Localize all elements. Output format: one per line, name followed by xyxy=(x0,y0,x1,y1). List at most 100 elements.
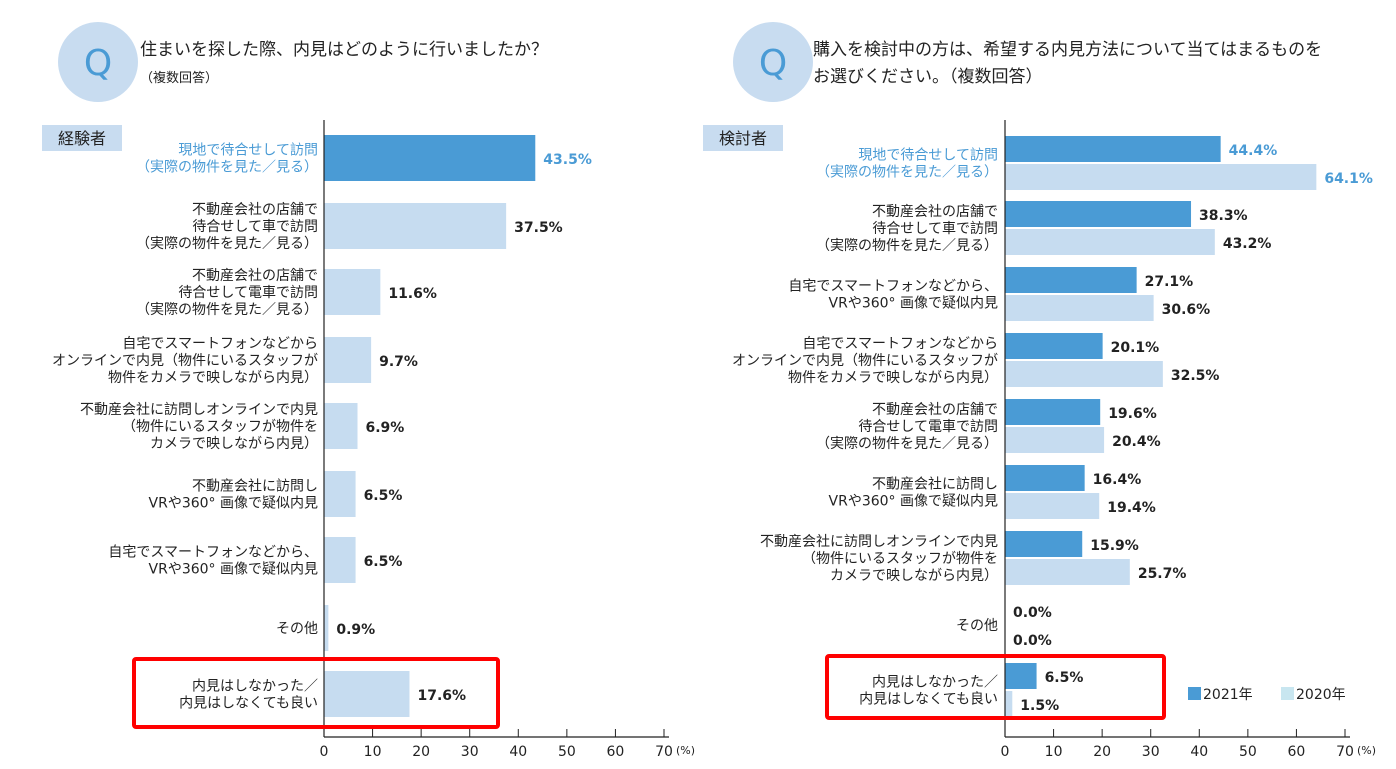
bar-2021 xyxy=(1005,465,1085,491)
legend-label: 2020年 xyxy=(1296,687,1346,703)
category-label: 不動産会社の店舗で xyxy=(192,268,318,284)
value-label: 19.4% xyxy=(1107,500,1156,516)
category-label: 現地で待合せして訪問 xyxy=(178,143,318,159)
category-label: オンラインで内見（物件にいるスタッフが xyxy=(52,353,318,369)
q-mark: Q xyxy=(759,43,787,84)
x-tick-label: 30 xyxy=(1142,744,1160,760)
bar xyxy=(324,135,536,181)
category-label: オンラインで内見（物件にいるスタッフが xyxy=(732,353,998,369)
value-label: 6.5% xyxy=(1045,670,1084,686)
category-label: （物件にいるスタッフが物件を xyxy=(802,551,998,567)
value-label: 0.0% xyxy=(1013,633,1052,649)
category-label: 待合せして車で訪問 xyxy=(192,218,318,235)
value-label: 27.1% xyxy=(1145,274,1194,290)
category-label: 現地で待合せして訪問 xyxy=(858,148,998,164)
q-mark: Q xyxy=(84,43,112,84)
category-label: その他 xyxy=(956,618,998,634)
category-label: 不動産会社に訪問しオンラインで内見 xyxy=(760,534,998,550)
category-label: （実際の物件を見た／見る） xyxy=(816,436,998,452)
bar-2020 xyxy=(1005,427,1105,453)
category-label: （実際の物件を見た／見る） xyxy=(136,302,318,318)
category-label: 内見はしなくても良い xyxy=(859,692,998,708)
category-label: 不動産会社の店舗で xyxy=(872,402,998,418)
group-label: 経験者 xyxy=(58,129,106,148)
value-label: 43.5% xyxy=(543,152,592,168)
value-label: 43.2% xyxy=(1223,236,1272,252)
x-tick-label: 10 xyxy=(364,744,382,760)
category-label: 待合せして電車で訪問 xyxy=(858,418,998,435)
group-label: 検討者 xyxy=(719,129,767,148)
bar xyxy=(324,269,381,315)
category-label: 自宅でスマートフォンなどから、 xyxy=(788,279,998,295)
value-label: 19.6% xyxy=(1108,406,1157,422)
question-title-line: 購入を検討中の方は、希望する内見方法について当てはまるものを xyxy=(813,40,1322,60)
x-tick-label: 70 xyxy=(655,744,673,760)
question-title-line: （複数回答） xyxy=(140,70,218,86)
value-label: 15.9% xyxy=(1090,538,1139,554)
value-label: 6.9% xyxy=(366,420,405,436)
bar-2020 xyxy=(1005,691,1013,717)
value-label: 25.7% xyxy=(1138,566,1187,582)
value-label: 17.6% xyxy=(417,688,466,704)
bar-2020 xyxy=(1005,559,1130,585)
value-label: 64.1% xyxy=(1324,171,1373,187)
category-label: 待合せして電車で訪問 xyxy=(178,284,318,301)
value-label: 44.4% xyxy=(1229,143,1278,159)
category-label: 自宅でスマートフォンなどから xyxy=(122,336,318,352)
x-tick-label: 0 xyxy=(320,744,329,760)
value-label: 11.6% xyxy=(388,286,437,302)
category-label: カメラで映しながら内見） xyxy=(150,436,318,452)
group-label-box xyxy=(703,125,783,151)
bar-2021 xyxy=(1005,333,1103,359)
x-tick-label: 50 xyxy=(558,744,576,760)
question-title-line: お選びください。（複数回答） xyxy=(813,67,1043,87)
x-tick-label: 60 xyxy=(607,744,625,760)
bar-2021 xyxy=(1005,136,1221,162)
category-label: カメラで映しながら内見） xyxy=(830,568,998,584)
category-label: VRや360° 画像で疑似内見 xyxy=(149,496,318,512)
bar-2021 xyxy=(1005,201,1192,227)
value-label: 32.5% xyxy=(1171,368,1220,384)
bar-2021 xyxy=(1005,663,1037,689)
category-label: 自宅でスマートフォンなどから xyxy=(802,336,998,352)
q-circle-icon xyxy=(58,22,138,102)
bar xyxy=(324,471,356,517)
bar xyxy=(324,605,329,651)
value-label: 6.5% xyxy=(364,488,403,504)
x-tick-label: 40 xyxy=(509,744,527,760)
bar xyxy=(324,537,356,583)
highlight-box xyxy=(825,654,1166,720)
q-circle-icon xyxy=(733,22,813,102)
bar-2021 xyxy=(1005,399,1101,425)
bar xyxy=(324,337,372,383)
x-tick-label: 20 xyxy=(1093,744,1111,760)
value-label: 37.5% xyxy=(514,220,563,236)
x-tick-label: 30 xyxy=(461,744,479,760)
x-tick-label: 0 xyxy=(1001,744,1010,760)
bar xyxy=(324,203,507,249)
bar-2020 xyxy=(1005,164,1317,190)
category-label: その他 xyxy=(276,621,318,637)
legend-label: 2021年 xyxy=(1203,687,1253,703)
category-label: VRや360° 画像で疑似内見 xyxy=(829,494,998,510)
x-unit-label: (%) xyxy=(676,744,695,757)
value-label: 30.6% xyxy=(1162,302,1211,318)
question-title-line: 住まいを探した際、内見はどのように行いましたか？ xyxy=(140,40,548,60)
x-tick-label: 10 xyxy=(1045,744,1063,760)
category-label: 内見はしなかった／ xyxy=(872,675,998,691)
category-label: （実際の物件を見た／見る） xyxy=(136,160,318,176)
bar-2020 xyxy=(1005,229,1215,255)
value-label: 16.4% xyxy=(1093,472,1142,488)
category-label: 物件をカメラで映しながら内見） xyxy=(108,370,318,386)
x-unit-label: (%) xyxy=(1357,744,1376,757)
category-label: （物件にいるスタッフが物件を xyxy=(122,419,318,435)
bar-2021 xyxy=(1005,267,1137,293)
x-tick-label: 60 xyxy=(1288,744,1306,760)
bar-2020 xyxy=(1005,295,1154,321)
category-label: 不動産会社に訪問し xyxy=(872,477,998,493)
value-label: 0.0% xyxy=(1013,605,1052,621)
category-label: VRや360° 画像で疑似内見 xyxy=(829,296,998,312)
category-label: （実際の物件を見た／見る） xyxy=(816,238,998,254)
category-label: 不動産会社の店舗で xyxy=(192,202,318,218)
category-label: 物件をカメラで映しながら内見） xyxy=(788,370,998,386)
